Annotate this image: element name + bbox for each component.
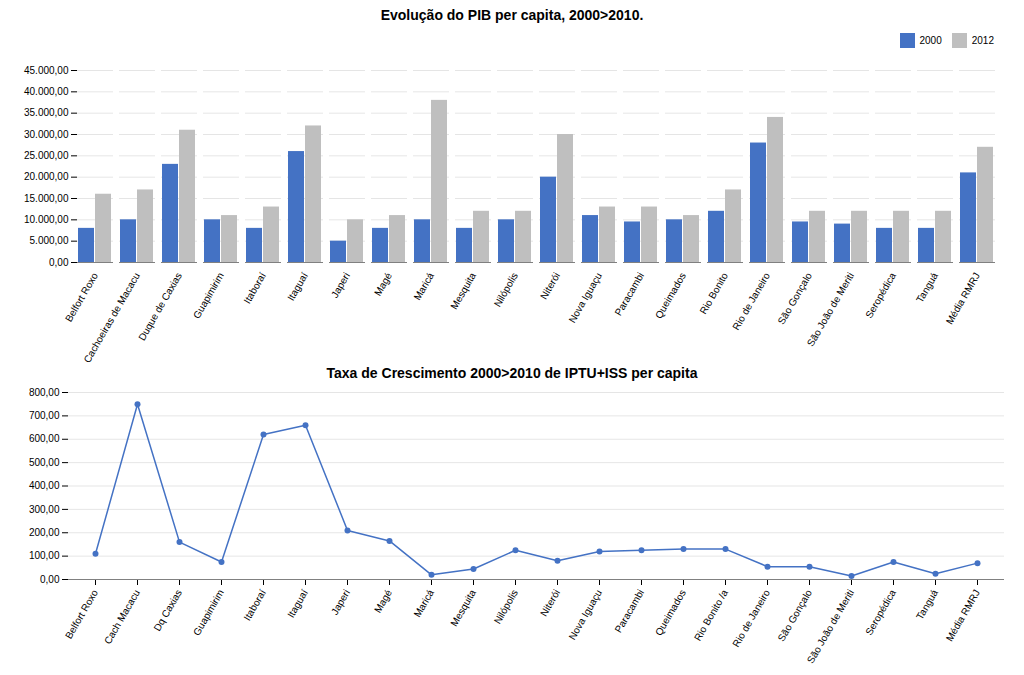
svg-text:25.000,00: 25.000,00 xyxy=(24,150,69,161)
svg-text:Japeri: Japeri xyxy=(329,271,352,300)
svg-text:Nilópolis: Nilópolis xyxy=(492,271,520,309)
svg-text:Nilópolis: Nilópolis xyxy=(492,588,520,626)
svg-text:500,00: 500,00 xyxy=(29,457,60,468)
svg-text:Tanguá: Tanguá xyxy=(914,587,940,621)
svg-text:Itaguaí: Itaguaí xyxy=(285,270,310,302)
svg-text:Guapimirim: Guapimirim xyxy=(191,271,226,321)
svg-text:Dq Caxias: Dq Caxias xyxy=(151,588,184,633)
svg-text:Belfort Roxo: Belfort Roxo xyxy=(63,270,100,324)
svg-text:30.000,00: 30.000,00 xyxy=(24,129,69,140)
html-text:2012: 2012 xyxy=(971,35,994,46)
svg-text:São João de Meriti: São João de Meriti xyxy=(805,588,856,666)
svg-text:Mesquita: Mesquita xyxy=(448,587,478,628)
svg-text:Niterói: Niterói xyxy=(538,588,562,619)
svg-text:Queimados: Queimados xyxy=(653,271,688,321)
svg-text:700,00: 700,00 xyxy=(29,410,60,421)
svg-text:Maricá: Maricá xyxy=(411,587,436,619)
svg-text:Rio de Janeiro: Rio de Janeiro xyxy=(730,587,772,649)
svg-text:400,00: 400,00 xyxy=(29,480,60,491)
svg-text:Duque de Caxias: Duque de Caxias xyxy=(136,271,184,343)
svg-text:Magé: Magé xyxy=(372,270,394,298)
svg-text:Paracambi: Paracambi xyxy=(613,588,646,635)
svg-text:Mesquita: Mesquita xyxy=(448,270,478,311)
svg-text:Seropédica: Seropédica xyxy=(863,270,898,320)
svg-text:Rio Bonito /a: Rio Bonito /a xyxy=(692,587,730,642)
svg-text:Seropédica: Seropédica xyxy=(863,587,898,637)
svg-text:0,00: 0,00 xyxy=(40,574,60,585)
html-text:Taxa de Crescimento 2000>2010: Taxa de Crescimento 2000>2010 de IPTU+IS… xyxy=(326,365,698,381)
svg-text:45.000,00: 45.000,00 xyxy=(24,65,69,76)
svg-text:São João de Meriti: São João de Meriti xyxy=(805,271,856,349)
svg-text:São Gonçalo: São Gonçalo xyxy=(776,270,815,326)
html-text:2000: 2000 xyxy=(919,35,942,46)
svg-text:100,00: 100,00 xyxy=(29,550,60,561)
svg-text:35.000,00: 35.000,00 xyxy=(24,107,69,118)
svg-text:20.000,00: 20.000,00 xyxy=(24,171,69,182)
svg-text:Itaboraí: Itaboraí xyxy=(242,270,269,305)
svg-text:Japeri: Japeri xyxy=(329,588,352,617)
svg-text:Maricá: Maricá xyxy=(411,270,436,302)
svg-text:800,00: 800,00 xyxy=(29,387,60,398)
svg-text:Nova Iguaçu: Nova Iguaçu xyxy=(566,271,604,325)
svg-text:Média RMRJ: Média RMRJ xyxy=(944,588,982,644)
svg-text:Guapimirim: Guapimirim xyxy=(191,588,226,638)
svg-text:Nova Iguaçu: Nova Iguaçu xyxy=(566,588,604,642)
svg-text:200,00: 200,00 xyxy=(29,527,60,538)
svg-text:Itaguaí: Itaguaí xyxy=(285,587,310,619)
svg-text:Tanguá: Tanguá xyxy=(914,270,940,304)
svg-text:300,00: 300,00 xyxy=(29,504,60,515)
svg-text:10.000,00: 10.000,00 xyxy=(24,214,69,225)
html-text:Evolução do PIB per capita, 20: Evolução do PIB per capita, 2000>2010. xyxy=(380,7,644,23)
svg-text:São Gonçalo: São Gonçalo xyxy=(776,587,815,643)
svg-text:Niterói: Niterói xyxy=(538,271,562,302)
svg-text:Rio de Janeiro: Rio de Janeiro xyxy=(730,270,772,332)
svg-text:Média RMRJ: Média RMRJ xyxy=(944,271,982,327)
svg-text:Paracambi: Paracambi xyxy=(613,271,646,318)
svg-text:Rio Bonito: Rio Bonito xyxy=(697,270,730,316)
svg-text:Queimados: Queimados xyxy=(653,588,688,638)
svg-text:Itaboraí: Itaboraí xyxy=(242,587,269,622)
svg-text:Belfort Roxo: Belfort Roxo xyxy=(63,587,100,641)
svg-text:Cach Macacu: Cach Macacu xyxy=(102,588,142,646)
svg-text:40.000,00: 40.000,00 xyxy=(24,86,69,97)
svg-text:0,00: 0,00 xyxy=(49,257,69,268)
svg-text:Magé: Magé xyxy=(372,587,394,615)
svg-text:600,00: 600,00 xyxy=(29,433,60,444)
svg-text:5.000,00: 5.000,00 xyxy=(30,235,69,246)
svg-text:15.000,00: 15.000,00 xyxy=(24,193,69,204)
svg-text:Cachoeiras de Macacu: Cachoeiras de Macacu xyxy=(81,271,142,362)
